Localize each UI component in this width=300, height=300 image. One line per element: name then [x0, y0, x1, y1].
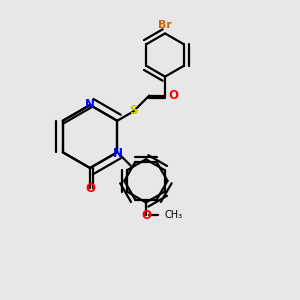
Text: N: N: [112, 147, 123, 160]
Text: N: N: [85, 98, 95, 111]
Text: Br: Br: [158, 20, 172, 30]
Text: CH₃: CH₃: [165, 210, 183, 220]
Text: O: O: [168, 89, 178, 102]
Text: O: O: [141, 208, 151, 222]
Text: S: S: [129, 104, 138, 117]
Text: O: O: [85, 182, 95, 195]
